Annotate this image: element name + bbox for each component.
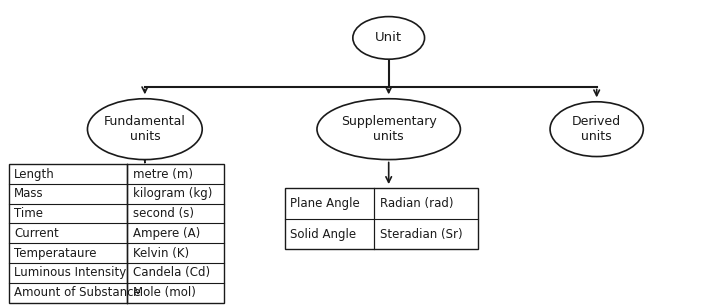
Text: Temperataure: Temperataure — [14, 247, 96, 260]
Text: Supplementary
units: Supplementary units — [341, 115, 436, 143]
Text: Mole (mol): Mole (mol) — [132, 286, 196, 299]
Ellipse shape — [353, 17, 425, 59]
Text: Time: Time — [14, 207, 43, 220]
Text: Solid Angle: Solid Angle — [290, 227, 356, 241]
Text: Ampere (A): Ampere (A) — [132, 227, 200, 240]
Text: Unit: Unit — [375, 31, 402, 45]
FancyBboxPatch shape — [9, 164, 224, 303]
Ellipse shape — [87, 99, 202, 160]
Text: Candela (Cd): Candela (Cd) — [132, 266, 210, 279]
Text: Plane Angle: Plane Angle — [290, 197, 360, 210]
Text: metre (m): metre (m) — [132, 168, 193, 181]
Text: Amount of Substance: Amount of Substance — [14, 286, 141, 299]
Text: Derived
units: Derived units — [572, 115, 621, 143]
FancyBboxPatch shape — [284, 188, 478, 249]
Text: Mass: Mass — [14, 187, 44, 200]
Text: Luminous Intensity: Luminous Intensity — [14, 266, 127, 279]
Text: Fundamental
units: Fundamental units — [104, 115, 186, 143]
Text: Current: Current — [14, 227, 59, 240]
Text: Length: Length — [14, 168, 55, 181]
Text: kilogram (kg): kilogram (kg) — [132, 187, 212, 200]
Text: second (s): second (s) — [132, 207, 194, 220]
Text: Steradian (Sr): Steradian (Sr) — [380, 227, 463, 241]
Text: Kelvin (K): Kelvin (K) — [132, 247, 189, 260]
Ellipse shape — [317, 99, 460, 160]
Text: Radian (rad): Radian (rad) — [380, 197, 454, 210]
Ellipse shape — [550, 102, 643, 157]
